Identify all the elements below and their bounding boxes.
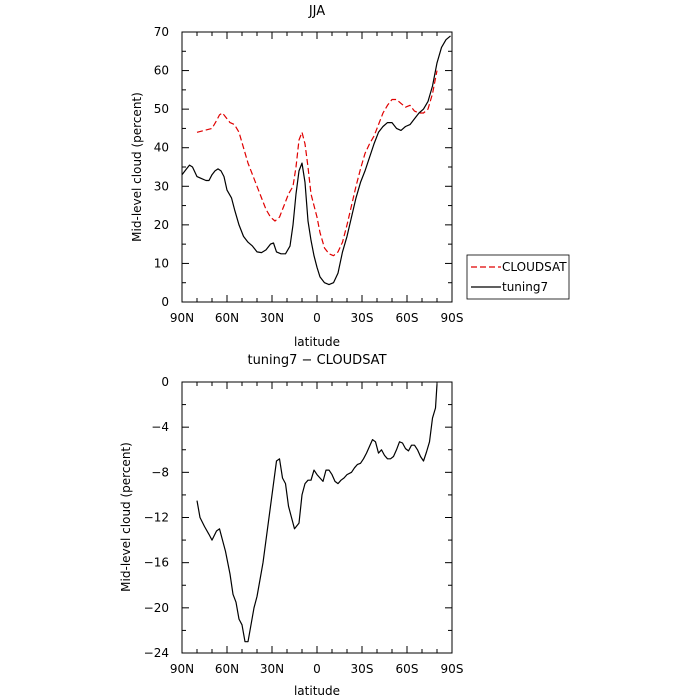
bottom-y-axis-label: Mid-level cloud (percent)	[119, 442, 133, 592]
top-y-tick-label: 0	[161, 295, 169, 309]
top-chart-title: JJA	[308, 4, 325, 19]
top-x-tick-label: 60S	[396, 311, 419, 325]
bottom-chart-title: tuning7 − CLOUDSAT	[247, 353, 386, 368]
bottom-x-tick-label: 90S	[441, 662, 464, 676]
bottom-x-tick-label: 30S	[351, 662, 374, 676]
top-y-tick-label: 10	[154, 256, 169, 270]
top-plot-frame	[181, 31, 453, 303]
legend-box	[466, 254, 570, 300]
top-x-axis-label: latitude	[294, 335, 340, 349]
bottom-y-tick-label: −20	[144, 601, 169, 615]
top-x-tick-label: 90S	[441, 311, 464, 325]
top-series	[181, 35, 451, 286]
top-ticks: 90N 60N 30N 0 30S 60S 90S 0 10 20 30 40 50 60 70	[154, 25, 464, 325]
legend-label-tuning7: tuning7	[502, 280, 548, 294]
bottom-x-tick-label: 0	[313, 662, 321, 676]
top-x-tick-label: 30S	[351, 311, 374, 325]
legend: CLOUDSAT tuning7	[466, 254, 570, 300]
top-y-tick-label: 40	[154, 141, 169, 155]
bottom-x-tick-label: 60N	[215, 662, 239, 676]
top-y-axis-label: Mid-level cloud (percent)	[130, 92, 144, 242]
top-series-line-tuning7	[181, 35, 451, 286]
top-series-line-cloudsat	[196, 70, 438, 257]
bottom-y-tick-label: 0	[161, 375, 169, 389]
top-chart: JJA 90N 60N 30N 0 30S 60S 90S 0 10 20 30 40 50 60 70 l…	[130, 4, 463, 349]
legend-label-cloudsat: CLOUDSAT	[502, 260, 567, 274]
top-x-tick-label: 60N	[215, 311, 239, 325]
bottom-y-tick-label: −12	[144, 511, 169, 525]
top-y-tick-label: 30	[154, 179, 169, 193]
top-x-tick-label: 90N	[170, 311, 194, 325]
bottom-x-tick-label: 30N	[260, 662, 284, 676]
bottom-plot-frame	[181, 381, 453, 654]
bottom-series	[196, 384, 438, 643]
bottom-y-tick-label: −24	[144, 646, 169, 660]
top-y-tick-label: 70	[154, 25, 169, 39]
top-y-tick-label: 20	[154, 218, 169, 232]
bottom-y-tick-label: −8	[151, 465, 169, 479]
top-x-tick-label: 0	[313, 311, 321, 325]
top-y-tick-label: 60	[154, 64, 169, 78]
bottom-x-tick-label: 90N	[170, 662, 194, 676]
bottom-ticks: 90N 60N 30N 0 30S 60S 90S 0 −4 −8 −12 −16 −20 −24	[144, 375, 464, 676]
bottom-x-axis-label: latitude	[294, 684, 340, 698]
top-y-tick-label: 50	[154, 102, 169, 116]
bottom-series-line-difference	[196, 384, 438, 643]
bottom-y-tick-label: −4	[151, 420, 169, 434]
bottom-y-tick-label: −16	[144, 556, 169, 570]
top-x-tick-label: 30N	[260, 311, 284, 325]
bottom-chart: tuning7 − CLOUDSAT 90N 60N 30N 0 30S 60S 90S 0 −…	[119, 353, 463, 698]
bottom-x-tick-label: 60S	[396, 662, 419, 676]
